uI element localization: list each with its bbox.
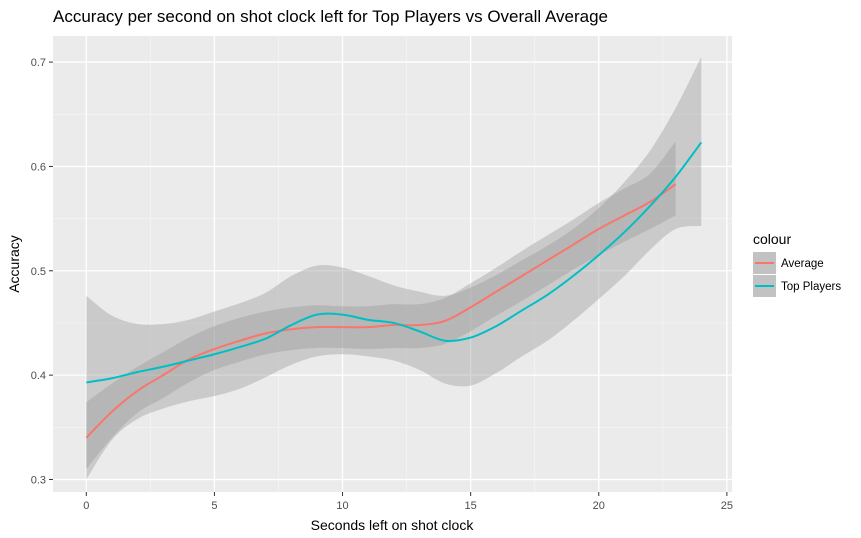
grid-minor xyxy=(53,36,732,492)
y-tick-label: 0.3 xyxy=(31,474,46,486)
y-tick-label: 0.7 xyxy=(31,57,46,69)
y-tick-label: 0.5 xyxy=(31,266,46,278)
plot-panel xyxy=(53,36,732,492)
confidence-bands xyxy=(86,56,702,480)
legend: colour Average Top Players xyxy=(753,231,841,297)
y-tick-label: 0.4 xyxy=(31,370,46,382)
x-axis-ticks: 0 5 10 15 20 25 xyxy=(83,492,733,512)
x-tick-label: 20 xyxy=(593,500,605,512)
legend-title: colour xyxy=(753,231,791,247)
chart-title: Accuracy per second on shot clock left f… xyxy=(53,7,608,26)
average-confidence-band xyxy=(86,141,676,470)
top-players-line xyxy=(86,141,703,384)
series-lines xyxy=(85,141,703,439)
grid-major xyxy=(53,36,732,492)
legend-label-top-players: Top Players xyxy=(781,281,841,293)
top-players-confidence-band xyxy=(86,56,702,480)
y-axis-title: Accuracy xyxy=(6,235,22,293)
x-tick-label: 5 xyxy=(211,500,217,512)
x-axis-title: Seconds left on shot clock xyxy=(311,517,475,533)
y-tick-label: 0.6 xyxy=(31,161,46,173)
x-tick-label: 15 xyxy=(465,500,477,512)
x-tick-label: 0 xyxy=(83,500,89,512)
x-tick-label: 25 xyxy=(721,500,733,512)
x-tick-label: 10 xyxy=(336,500,348,512)
y-axis-ticks: 0.3 0.4 0.5 0.6 0.7 xyxy=(31,57,53,486)
legend-label-average: Average xyxy=(781,258,824,270)
